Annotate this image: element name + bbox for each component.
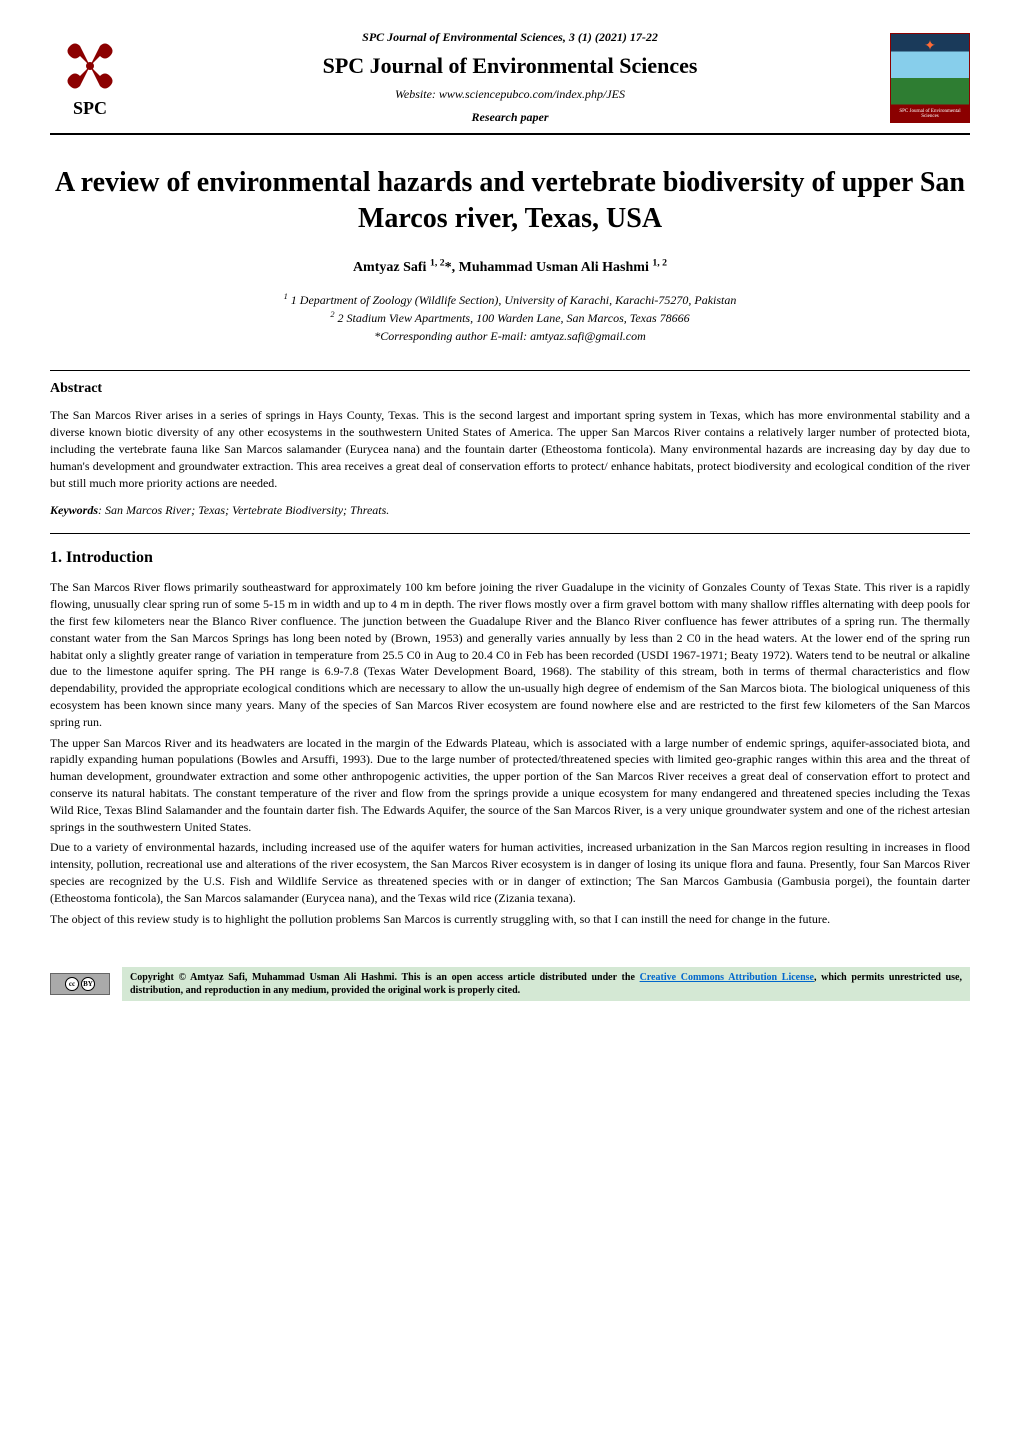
footer: cc BY Copyright © Amtyaz Safi, Muhammad … [50, 967, 970, 1001]
copyright-prefix: Copyright © Amtyaz Safi, Muhammad Usman … [130, 972, 640, 983]
article-title: A review of environmental hazards and ve… [50, 165, 970, 238]
intro-paragraph-1: The San Marcos River flows primarily sou… [50, 579, 970, 730]
authors: Amtyaz Safi 1, 2*, Muhammad Usman Ali Ha… [50, 258, 970, 277]
divider [50, 370, 970, 371]
intro-paragraph-4: The object of this review study is to hi… [50, 911, 970, 928]
keywords-line: Keywords: San Marcos River; Texas; Verte… [50, 503, 970, 518]
keywords-text: : San Marcos River; Texas; Vertebrate Bi… [98, 503, 389, 517]
cc-icon: cc [65, 977, 79, 991]
header-center: SPC Journal of Environmental Sciences, 3… [130, 30, 890, 125]
journal-citation: SPC Journal of Environmental Sciences, 3… [130, 30, 890, 45]
journal-logo-right: ✦ SPC Journal of Environmental Sciences [890, 33, 970, 123]
publisher-acronym: SPC [73, 98, 107, 119]
journal-title: SPC Journal of Environmental Sciences [130, 53, 890, 79]
journal-logo-ornament-icon: ✦ [924, 38, 936, 55]
header-bar: SPC SPC Journal of Environmental Science… [50, 30, 970, 135]
affiliations: 1 1 Department of Zoology (Wildlife Sect… [50, 291, 970, 345]
journal-logo-text: SPC Journal of Environmental Sciences [891, 109, 969, 120]
publisher-logo-left: SPC [50, 33, 130, 123]
intro-paragraph-3: Due to a variety of environmental hazard… [50, 839, 970, 906]
introduction-heading: 1. Introduction [50, 549, 970, 567]
divider [50, 533, 970, 534]
cc-license-badge: cc BY [50, 973, 110, 995]
corresponding-author: *Corresponding author E-mail: amtyaz.saf… [50, 327, 970, 345]
license-link[interactable]: Creative Commons Attribution License [640, 972, 814, 983]
paper-type: Research paper [130, 110, 890, 125]
affiliation-2: 2 2 Stadium View Apartments, 100 Warden … [50, 309, 970, 327]
by-icon: BY [81, 977, 95, 991]
spc-logo-icon [60, 36, 120, 96]
abstract-heading: Abstract [50, 381, 970, 397]
abstract-text: The San Marcos River arises in a series … [50, 407, 970, 491]
affiliation-1: 1 1 Department of Zoology (Wildlife Sect… [50, 291, 970, 309]
copyright-text: Copyright © Amtyaz Safi, Muhammad Usman … [122, 967, 970, 1001]
keywords-label: Keywords [50, 503, 98, 517]
author-list: Amtyaz Safi 1, 2*, Muhammad Usman Ali Ha… [353, 260, 667, 275]
journal-website: Website: www.sciencepubco.com/index.php/… [130, 87, 890, 102]
intro-paragraph-2: The upper San Marcos River and its headw… [50, 735, 970, 836]
